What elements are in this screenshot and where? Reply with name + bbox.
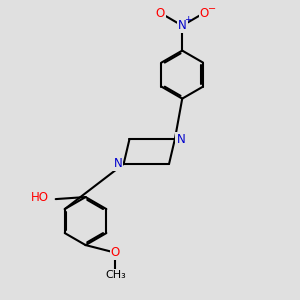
Text: O: O bbox=[200, 7, 209, 20]
Text: O: O bbox=[111, 246, 120, 259]
Text: −: − bbox=[208, 4, 217, 14]
Text: N: N bbox=[178, 19, 187, 32]
Text: N: N bbox=[176, 133, 185, 146]
Text: N: N bbox=[113, 158, 122, 170]
Text: CH₃: CH₃ bbox=[105, 270, 126, 280]
Text: HO: HO bbox=[31, 191, 49, 204]
Text: O: O bbox=[156, 7, 165, 20]
Text: +: + bbox=[184, 15, 191, 24]
